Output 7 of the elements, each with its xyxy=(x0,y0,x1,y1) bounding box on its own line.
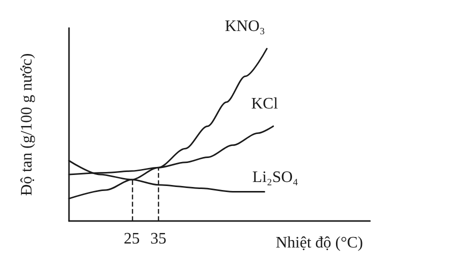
series-label: KNO₃ xyxy=(224,18,266,36)
y-axis-title: Độ tan (g/100 g nước) xyxy=(18,53,36,196)
x-tick-label: 35 xyxy=(150,230,166,248)
series-label: Li₂SO₄ xyxy=(252,169,299,186)
series-label: KCl xyxy=(251,96,278,113)
x-axis-title: Nhiệt độ (°C) xyxy=(276,234,363,252)
x-tick-label: 25 xyxy=(124,230,140,248)
